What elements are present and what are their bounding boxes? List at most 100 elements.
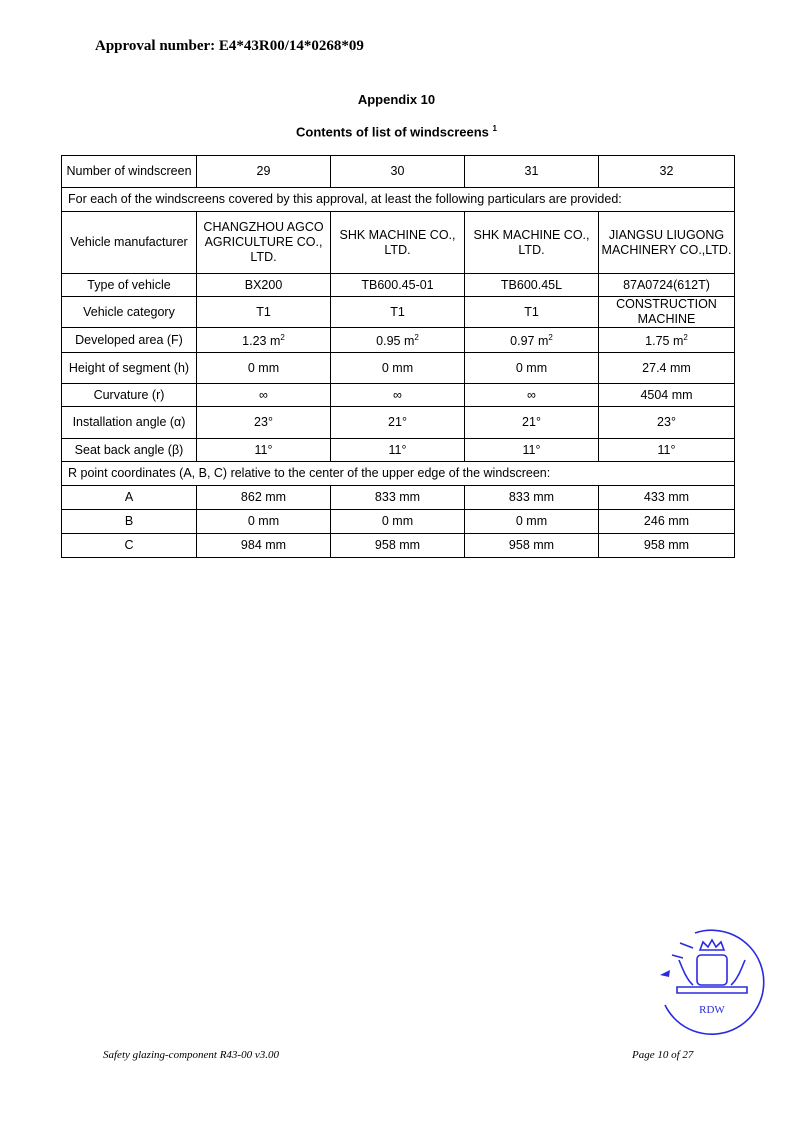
- cell-value: 32: [659, 164, 674, 178]
- table-cell: 984 mm: [196, 533, 331, 558]
- cell-value: 23°: [254, 415, 273, 429]
- table-cell: BX200: [196, 273, 331, 297]
- row-label: Developed area (F): [61, 327, 197, 353]
- cell-value: ∞: [259, 387, 268, 402]
- cell-value: 984 mm: [240, 538, 287, 552]
- table-cell: T1: [330, 296, 465, 328]
- table-cell: ∞: [196, 383, 331, 407]
- table-cell: 23°: [598, 406, 735, 439]
- table-cell: 958 mm: [464, 533, 599, 558]
- title-text: Contents of list of windscreens: [296, 124, 489, 140]
- unit-superscript: 2: [548, 333, 553, 343]
- footer-left: Safety glazing-component R43-00 v3.00: [103, 1049, 279, 1061]
- cell-value: 11°: [254, 442, 273, 457]
- table-cell: 11°: [598, 438, 735, 462]
- cell-value: 1.75 m: [645, 334, 684, 349]
- table-row: Seat back angle (β) 11° 11° 11° 11°: [61, 438, 735, 462]
- row-label: Curvature (r): [61, 383, 197, 407]
- table-cell: 833 mm: [464, 485, 599, 510]
- windscreen-table: Number of windscreen 29 30 31 32 For each of …: [61, 155, 735, 558]
- table-row: Type of vehicle BX200 TB600.45-01 TB600.45L…: [61, 273, 735, 297]
- table-cell: 32: [598, 155, 735, 188]
- cell-value: 0 mm: [247, 514, 280, 528]
- cell-value: 0 mm: [381, 514, 414, 528]
- cell-value: 246 mm: [643, 514, 690, 528]
- row-label: Vehicle manufacturer: [61, 211, 197, 274]
- cell-value: 958 mm: [374, 538, 421, 552]
- table-cell: 21°: [464, 406, 599, 439]
- unit-superscript: 2: [683, 333, 688, 343]
- cell-value: ∞: [393, 387, 402, 402]
- row-label: A: [61, 485, 197, 510]
- cell-value: 958 mm: [508, 538, 555, 552]
- row-label: Height of segment (h): [61, 352, 197, 384]
- row-label: Seat back angle (β): [61, 438, 197, 462]
- table-row: Height of segment (h) 0 mm 0 mm 0 mm 27.4 mm: [61, 352, 735, 384]
- cell-value: 433 mm: [643, 490, 690, 504]
- stamp-rdw-text: RDW: [699, 1004, 725, 1016]
- cell-value: 862 mm: [240, 490, 287, 504]
- table-row: Vehicle manufacturer CHANGZHOU AGCO AGRIC…: [61, 211, 735, 274]
- row-label: B: [61, 509, 197, 534]
- table-cell: 0.95 m2: [330, 327, 465, 353]
- table-row: Number of windscreen 29 30 31 32: [61, 155, 735, 188]
- table-cell: 1.23 m2: [196, 327, 331, 353]
- table-cell: 0 mm: [464, 352, 599, 384]
- cell-value: SHK MACHINE CO., LTD.: [339, 227, 456, 257]
- table-cell: 11°: [196, 438, 331, 462]
- document-title: Contents of list of windscreens 1: [0, 124, 793, 139]
- table-cell: 862 mm: [196, 485, 331, 510]
- cell-value: 11°: [657, 442, 676, 457]
- cell-value: T1: [256, 304, 271, 319]
- cell-value: 1.23 m: [242, 334, 281, 349]
- table-cell: CONSTRUCTION MACHINE: [598, 296, 735, 328]
- approval-number: Approval number: E4*43R00/14*0268*09: [95, 38, 364, 54]
- table-cell: T1: [464, 296, 599, 328]
- cell-value: 23°: [657, 415, 676, 429]
- cell-value: 11°: [522, 442, 541, 457]
- table-cell: 31: [464, 155, 599, 188]
- table-row: Curvature (r) ∞ ∞ ∞ 4504 mm: [61, 383, 735, 407]
- table-cell: 433 mm: [598, 485, 735, 510]
- row-label: Number of windscreen: [61, 155, 197, 188]
- cell-value: 0.95 m: [376, 334, 415, 349]
- table-row: Developed area (F) 1.23 m2 0.95 m2 0.97 m2 1…: [61, 327, 735, 353]
- cell-value: 958 mm: [643, 538, 690, 552]
- table-cell: 27.4 mm: [598, 352, 735, 384]
- table-row: B 0 mm 0 mm 0 mm 246 mm: [61, 509, 735, 534]
- section-note: For each of the windscreens covered by t…: [61, 187, 735, 212]
- table-cell: 1.75 m2: [598, 327, 735, 353]
- cell-value: TB600.45-01: [361, 277, 434, 292]
- cell-value: T1: [390, 304, 405, 319]
- table-cell: 11°: [330, 438, 465, 462]
- table-cell: 0 mm: [464, 509, 599, 534]
- table-cell: SHK MACHINE CO., LTD.: [464, 211, 599, 274]
- table-cell: JIANGSU LIUGONG MACHINERY CO.,LTD.: [598, 211, 735, 274]
- footer-page: Page 10 of 27: [632, 1049, 694, 1061]
- cell-value: 87A0724(612T): [623, 277, 710, 292]
- table-cell: 30: [330, 155, 465, 188]
- table-cell: 0 mm: [330, 352, 465, 384]
- table-cell: ∞: [464, 383, 599, 407]
- unit-superscript: 2: [280, 333, 285, 343]
- cell-value: CONSTRUCTION MACHINE: [616, 297, 717, 326]
- table-row: A 862 mm 833 mm 833 mm 433 mm: [61, 485, 735, 510]
- cell-value: 0 mm: [515, 514, 548, 528]
- unit-superscript: 2: [414, 333, 419, 343]
- table-cell: 833 mm: [330, 485, 465, 510]
- table-cell: ∞: [330, 383, 465, 407]
- table-cell: TB600.45-01: [330, 273, 465, 297]
- table-cell: 0 mm: [196, 509, 331, 534]
- row-label: Vehicle category: [61, 296, 197, 328]
- cell-value: 30: [390, 164, 405, 178]
- cell-value: 833 mm: [508, 490, 555, 504]
- cell-value: CHANGZHOU AGCO AGRICULTURE CO., LTD.: [203, 220, 324, 264]
- cell-value: SHK MACHINE CO., LTD.: [473, 227, 590, 257]
- table-cell: T1: [196, 296, 331, 328]
- table-cell: 87A0724(612T): [598, 273, 735, 297]
- table-cell: 958 mm: [598, 533, 735, 558]
- cell-value: 29: [256, 164, 271, 178]
- table-cell: 958 mm: [330, 533, 465, 558]
- cell-value: 0 mm: [515, 360, 548, 375]
- table-row: Vehicle category T1 T1 T1 CONSTRUCTION MACHI…: [61, 296, 735, 328]
